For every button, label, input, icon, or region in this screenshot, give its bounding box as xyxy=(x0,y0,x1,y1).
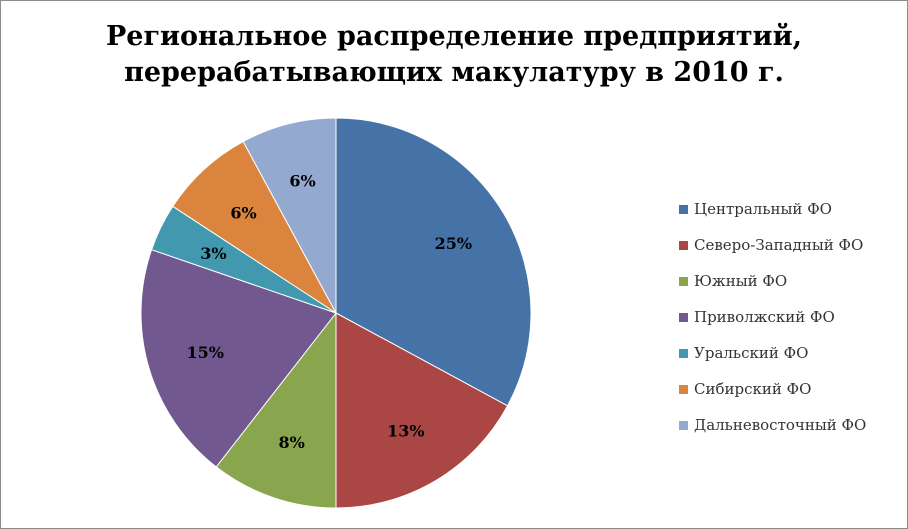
legend-item-volga: Приволжский ФО xyxy=(679,299,866,335)
chart-title: Региональное распределение предприятий, … xyxy=(1,19,907,91)
data-label-northwest: 13% xyxy=(387,421,424,440)
chart-title-line-1: Региональное распределение предприятий, xyxy=(105,21,803,52)
pie-slice-fareast xyxy=(242,117,337,314)
legend-label: Центральный ФО xyxy=(694,200,832,218)
legend-item-siberia: Сибирский ФО xyxy=(679,371,866,407)
legend-swatch xyxy=(679,312,688,322)
legend-swatch xyxy=(679,420,688,430)
data-label-fareast: 6% xyxy=(289,172,315,191)
legend-item-central: Центральный ФО xyxy=(679,191,866,227)
chart-title-line-2: перерабатывающих макулатуру в 2010 г. xyxy=(124,57,784,88)
legend-swatch xyxy=(679,384,688,394)
legend-swatch xyxy=(679,204,688,214)
legend-label: Южный ФО xyxy=(694,272,788,290)
data-label-siberia: 6% xyxy=(230,204,256,223)
pie-slice-volga xyxy=(140,249,337,468)
data-label-south: 8% xyxy=(279,433,305,452)
legend-swatch xyxy=(679,348,688,358)
legend-item-ural: Уральский ФО xyxy=(679,335,866,371)
legend-swatch xyxy=(679,276,688,286)
legend-label: Северо-Западный ФО xyxy=(694,236,864,254)
data-label-central: 25% xyxy=(435,234,472,253)
pie-slice-south xyxy=(215,311,337,509)
chart-legend: Центральный ФО Северо-Западный ФО Южный ФО… xyxy=(679,191,866,443)
legend-swatch xyxy=(679,240,688,250)
legend-item-northwest: Северо-Западный ФО xyxy=(679,227,866,263)
legend-label: Приволжский ФО xyxy=(694,308,835,326)
legend-label: Сибирский ФО xyxy=(694,380,812,398)
data-label-volga: 15% xyxy=(186,343,223,362)
legend-label: Уральский ФО xyxy=(694,344,809,362)
data-label-ural: 3% xyxy=(200,244,226,263)
legend-label: Дальневосточный ФО xyxy=(694,416,867,434)
pie-slice-northwest xyxy=(335,312,509,509)
legend-item-south: Южный ФО xyxy=(679,263,866,299)
legend-item-fareast: Дальневосточный ФО xyxy=(679,407,866,443)
pie-slice-central xyxy=(335,117,532,407)
pie-slice-siberia xyxy=(172,140,337,314)
